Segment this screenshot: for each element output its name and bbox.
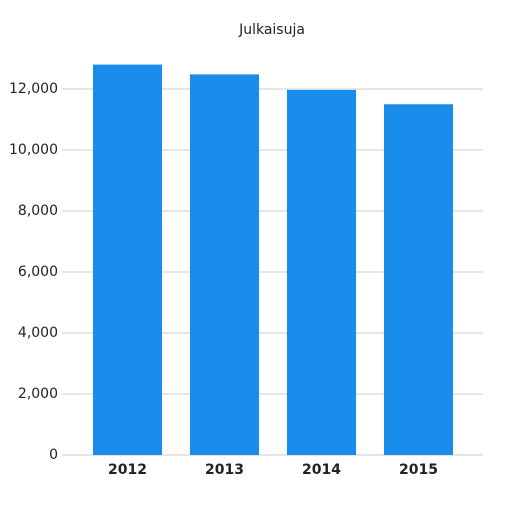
x-tick-label: 2015	[399, 462, 438, 478]
y-tick-label: 0	[49, 447, 58, 463]
y-tick-label: 2,000	[18, 386, 58, 402]
bar	[286, 89, 357, 455]
y-tick-label: 4,000	[18, 325, 58, 341]
x-tick-label: 2014	[302, 462, 341, 478]
bar	[92, 64, 163, 455]
chart-title: Julkaisuja	[238, 22, 305, 38]
bar	[189, 74, 260, 456]
y-tick-label: 8,000	[18, 203, 58, 219]
y-tick-label: 12,000	[9, 81, 58, 97]
x-tick-label: 2012	[108, 462, 147, 478]
y-tick-label: 6,000	[18, 264, 58, 280]
y-tick-label: 10,000	[9, 142, 58, 158]
bar	[383, 104, 454, 455]
x-tick-label: 2013	[205, 462, 244, 478]
